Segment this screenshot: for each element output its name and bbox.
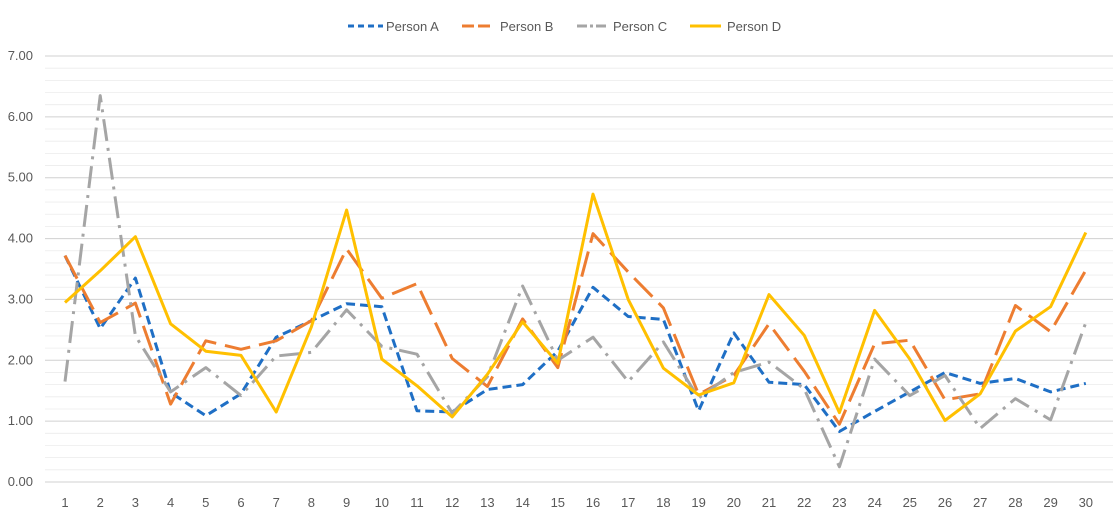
x-tick-label: 10	[375, 495, 389, 510]
x-tick-label: 27	[973, 495, 987, 510]
series-line-person-b	[63, 232, 1088, 426]
y-tick-label: 6.00	[8, 109, 33, 124]
x-tick-label: 4	[167, 495, 174, 510]
x-tick-label: 23	[832, 495, 846, 510]
y-tick-label: 3.00	[8, 291, 33, 306]
x-tick-label: 8	[308, 495, 315, 510]
series-lines	[63, 94, 1088, 469]
x-tick-label: 19	[691, 495, 705, 510]
x-tick-label: 30	[1079, 495, 1093, 510]
x-tick-label: 11	[410, 495, 424, 510]
x-tick-label: 12	[445, 495, 459, 510]
x-tick-label: 28	[1008, 495, 1022, 510]
y-tick-label: 1.00	[8, 413, 33, 428]
x-tick-label: 22	[797, 495, 811, 510]
x-tick-label: 18	[656, 495, 670, 510]
x-tick-label: 24	[867, 495, 881, 510]
x-tick-label: 1	[61, 495, 68, 510]
legend-label: Person B	[500, 19, 553, 34]
x-tick-label: 20	[727, 495, 741, 510]
x-tick-label: 26	[938, 495, 952, 510]
x-tick-label: 9	[343, 495, 350, 510]
x-tick-label: 5	[202, 495, 209, 510]
legend-label: Person D	[727, 19, 781, 34]
x-tick-label: 2	[97, 495, 104, 510]
legend-label: Person C	[613, 19, 667, 34]
x-tick-label: 3	[132, 495, 139, 510]
x-tick-label: 21	[762, 495, 776, 510]
x-tick-label: 25	[903, 495, 917, 510]
y-tick-label: 4.00	[8, 231, 33, 246]
legend: Person A Person B Person C Person D	[348, 19, 781, 34]
x-tick-label: 29	[1043, 495, 1057, 510]
legend-label: Person A	[386, 19, 439, 34]
x-tick-label: 6	[237, 495, 244, 510]
y-tick-label: 0.00	[8, 474, 33, 489]
x-axis-tick-labels: 1 2 3 4 5 6 7 8 9 10 11 12 13 14 15 16 17 18 19 20 21 22 23 24 2…	[61, 495, 1093, 510]
x-tick-label: 13	[480, 495, 494, 510]
x-tick-label: 17	[621, 495, 635, 510]
y-axis-tick-labels: 0.00 1.00 2.00 3.00 4.00 5.00 6.00 7.00	[8, 48, 33, 489]
y-tick-label: 2.00	[8, 352, 33, 367]
y-tick-label: 7.00	[8, 48, 33, 63]
x-tick-label: 7	[273, 495, 280, 510]
series-line-person-a	[63, 254, 1087, 433]
series-line-person-c	[63, 94, 1088, 469]
x-tick-label: 15	[551, 495, 565, 510]
gridlines	[45, 55, 1113, 483]
series-line-person-d	[63, 192, 1088, 422]
x-tick-label: 16	[586, 495, 600, 510]
y-tick-label: 5.00	[8, 170, 33, 185]
x-tick-label: 14	[515, 495, 529, 510]
